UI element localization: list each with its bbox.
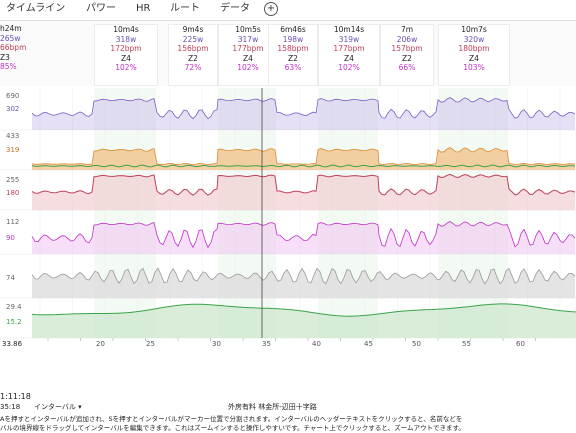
cadence-area <box>32 221 575 254</box>
interval-number-label: 35 <box>262 340 271 348</box>
interval-watts: 206w <box>396 34 418 44</box>
interval-duration: 10m5s <box>235 25 261 34</box>
interval-bpm: 157bpm <box>391 44 423 54</box>
interval-number-label: 40 <box>312 340 321 348</box>
interval-bpm: 158bpm <box>277 44 309 54</box>
interval-pct: 102% <box>237 63 259 73</box>
tab-bar: タイムライン パワー HR ルート データ + <box>0 0 576 21</box>
interval-duration: 6m46s <box>280 25 306 34</box>
interval-bpm: 156bpm <box>177 44 209 54</box>
hr-line <box>31 173 576 196</box>
interval-number-label: 55 <box>462 340 471 348</box>
overall-summary: h24m 265w 66bpm Z3 85% <box>0 24 30 72</box>
speed-line <box>31 267 576 285</box>
interval-number-label: 50 <box>412 340 421 348</box>
interval-duration: 10m4s <box>113 25 139 34</box>
help-text-line1: Aを押すとインターバルが追加され、Sを押すとインターバルがマーカー位置で分割され… <box>0 415 463 423</box>
cadence-small-line <box>31 164 576 168</box>
interval-bpm: 180bpm <box>458 44 490 54</box>
y-axis-label: 74 <box>6 274 15 282</box>
interval-zone: Z4 <box>344 53 354 63</box>
interval-zone: Z4 <box>469 53 479 63</box>
interval-bpm: 177bpm <box>333 44 365 54</box>
y-axis-label: 433 <box>6 132 19 140</box>
interval-zone: Z2 <box>188 53 198 63</box>
interval-header-6[interactable]: 7m 206w 157bpm Z2 66% <box>380 24 434 86</box>
y-axis-label: 690 <box>6 92 19 100</box>
y-axis-label: 29.4 <box>6 303 22 311</box>
tab-data[interactable]: データ <box>220 3 250 14</box>
speed-area <box>32 268 575 298</box>
interval-watts: 320w <box>463 34 485 44</box>
interval-zone: Z2 <box>402 53 412 63</box>
interval-duration: 7m <box>400 25 414 34</box>
location-label: 外房有料 林金所-辺田十字路 <box>228 403 317 411</box>
interval-pct: 102% <box>115 63 137 73</box>
y-axis-label: 112 <box>6 218 19 226</box>
timeline-time-readout: 1:11:18 <box>0 392 31 401</box>
tab-route[interactable]: ルート <box>170 3 200 14</box>
interval-watts: 225w <box>182 34 204 44</box>
bottom-area: 1:11:18 35:18 インターバル ▾ 外房有料 林金所-辺田十字路 Aを… <box>0 392 576 432</box>
elevation-area <box>32 303 576 338</box>
summary-duration: h24m <box>0 24 22 33</box>
interval-number-label: 60 <box>516 340 525 348</box>
tab-hr[interactable]: HR <box>136 3 151 14</box>
interval-number-label: 25 <box>146 340 155 348</box>
summary-zone: Z3 <box>0 52 10 62</box>
summary-pct: 85% <box>0 62 17 72</box>
interval-bpm: 177bpm <box>232 44 264 54</box>
interval-number-label: 45 <box>364 340 373 348</box>
y-axis-label: 90 <box>6 234 15 242</box>
timeline-time-readout2: 35:18 <box>0 403 21 411</box>
power-area <box>32 97 575 130</box>
interval-pct: 63% <box>284 63 302 73</box>
elevation-line <box>31 303 576 317</box>
interval-zone: Z2 <box>288 53 298 63</box>
interval-watts: 318w <box>115 34 137 44</box>
hr-area <box>32 174 575 210</box>
y-axis-label: 180 <box>6 189 19 197</box>
plus-circle-icon[interactable]: + <box>264 2 278 16</box>
summary-watts: 265w <box>0 33 21 43</box>
interval-header-7[interactable]: 10m7s 320w 180bpm Z4 103% <box>438 24 510 86</box>
interval-duration: 9m4s <box>182 25 204 34</box>
activity-timeline-chart[interactable]: 690 302 433 319 255 180 112 90 74 29.4 15.2 20 25 30 3… <box>0 88 576 352</box>
interval-dropdown[interactable]: インターバル ▾ <box>34 402 82 412</box>
interval-header-2[interactable]: 9m4s 225w 156bpm Z2 72% <box>168 24 218 86</box>
interval-header-4[interactable]: 6m46s 198w 158bpm Z2 63% <box>268 24 318 86</box>
interval-duration: 10m7s <box>461 25 487 34</box>
tab-timeline[interactable]: タイムライン <box>6 3 66 14</box>
interval-zone: Z4 <box>243 53 253 63</box>
y-axis-label: 302 <box>6 105 19 113</box>
interval-number-label: 30 <box>212 340 221 348</box>
interval-dropdown-label: インターバル <box>34 403 76 411</box>
bottom-left-value: 33.86 <box>2 340 23 348</box>
y-axis-label: 255 <box>6 176 19 184</box>
y-axis-label: 15.2 <box>6 318 22 326</box>
y-axis-label: 319 <box>6 146 19 154</box>
interval-pct: 103% <box>463 63 485 73</box>
help-text-line2: バルの境界線をドラッグしてインターバルを編集できます。これはズームインすると操作… <box>0 424 465 432</box>
power-zones-line <box>31 147 576 166</box>
power-line <box>31 97 576 120</box>
interval-bpm: 172bpm <box>110 44 142 54</box>
interval-watts: 319w <box>338 34 360 44</box>
interval-duration: 10m14s <box>333 25 365 34</box>
interval-pct: 72% <box>184 63 202 73</box>
interval-header-1[interactable]: 10m4s 318w 172bpm Z4 102% <box>94 24 158 86</box>
chevron-down-icon: ▾ <box>78 403 82 411</box>
interval-watts: 198w <box>282 34 304 44</box>
interval-pct: 66% <box>398 63 416 73</box>
interval-zone: Z4 <box>121 53 131 63</box>
cadence-line <box>31 221 576 249</box>
interval-header-5[interactable]: 10m14s 319w 177bpm Z4 102% <box>318 24 380 86</box>
summary-bpm: 66bpm <box>0 43 27 53</box>
tab-power[interactable]: パワー <box>86 3 116 14</box>
interval-number-label: 20 <box>96 340 105 348</box>
interval-pct: 102% <box>338 63 360 73</box>
power-zones-area <box>32 147 575 170</box>
interval-watts: 317w <box>237 34 259 44</box>
